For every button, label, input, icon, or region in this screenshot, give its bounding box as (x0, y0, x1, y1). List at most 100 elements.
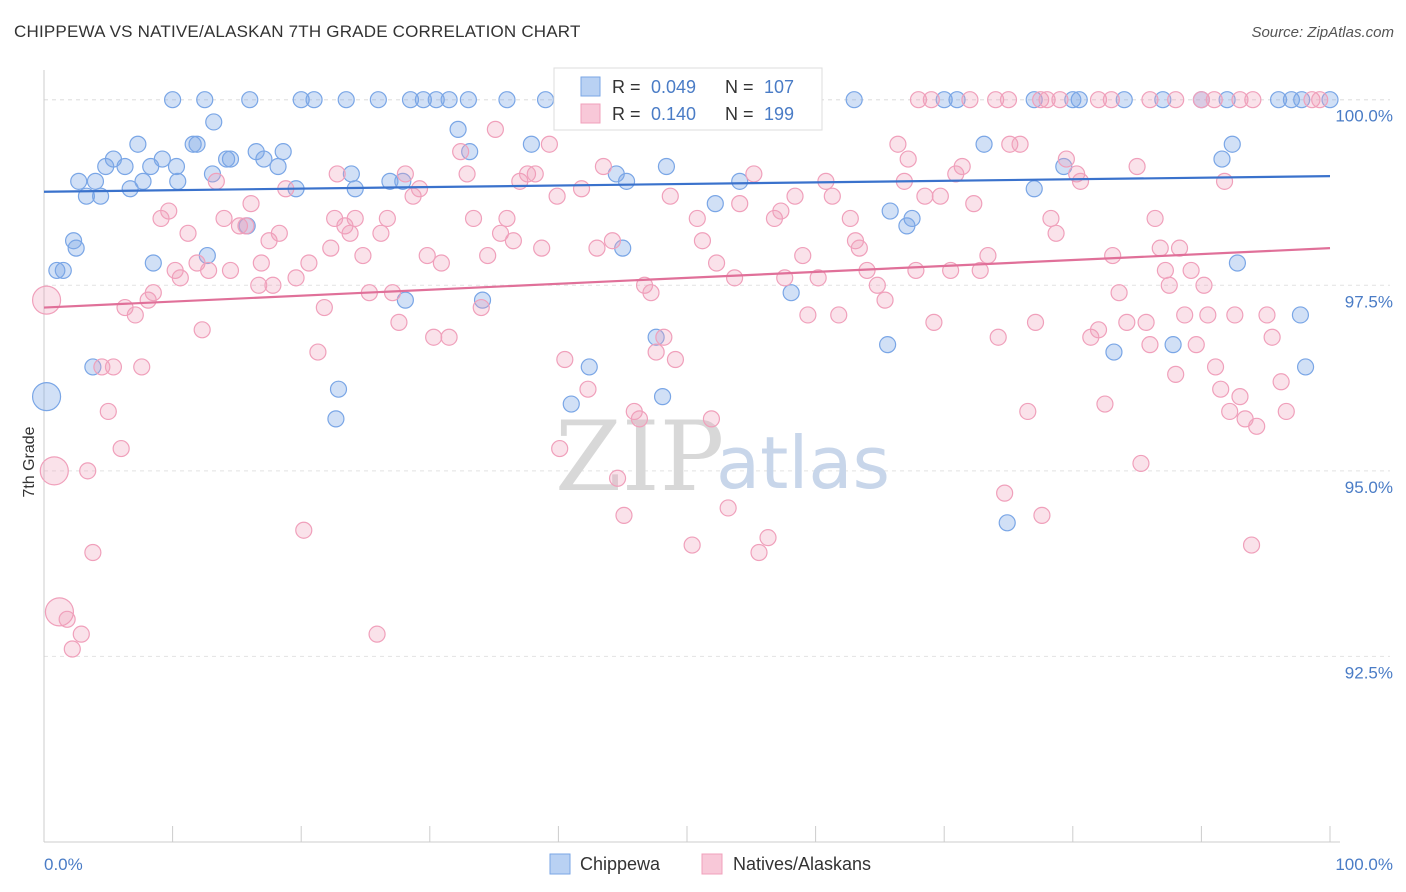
point-chippewa-52 (657, 157, 676, 176)
point-natives-13 (126, 306, 144, 324)
point-natives-34 (264, 276, 282, 294)
point-natives-120 (876, 291, 894, 309)
point-natives-83 (603, 232, 622, 250)
point-chippewa-31 (269, 157, 287, 176)
point-natives-73 (526, 165, 544, 183)
point-natives-152 (1128, 157, 1146, 176)
point-chippewa-55 (782, 284, 800, 302)
point-chippewa-59 (903, 209, 921, 228)
point-natives-68 (491, 224, 510, 242)
point-natives-5 (72, 625, 90, 643)
point-natives-76 (548, 187, 566, 205)
point-chippewa-49 (617, 172, 636, 190)
point-chippewa-14 (129, 135, 147, 153)
point-natives-18 (160, 202, 178, 220)
point-natives-75 (540, 135, 558, 153)
point-natives-157 (1151, 239, 1169, 257)
point-chippewa-38 (381, 172, 399, 190)
point-natives-123 (899, 150, 917, 168)
point-chippewa-2 (54, 261, 72, 280)
point-natives-10 (104, 358, 123, 376)
point-chippewa-46 (580, 358, 598, 376)
point-natives-177 (1263, 328, 1281, 346)
point-chippewa-79 (414, 91, 432, 109)
point-chippewa-97 (1269, 91, 1288, 109)
point-natives-162 (1176, 306, 1194, 324)
point-natives-92 (661, 187, 679, 205)
legend-label-chippewa: Chippewa (580, 854, 661, 874)
bottom-legend: Chippewa Natives/Alaskans (549, 853, 871, 875)
point-chippewa-67 (1223, 135, 1241, 153)
source-credit: Source: ZipAtlas.com (1251, 24, 1394, 41)
point-chippewa-66 (1213, 150, 1231, 168)
point-natives-115 (841, 209, 859, 228)
point-natives-168 (1212, 380, 1230, 398)
point-chippewa-82 (459, 91, 477, 109)
point-natives-64 (464, 209, 483, 228)
point-natives-106 (772, 202, 790, 220)
point-chippewa-76 (337, 91, 355, 109)
point-natives-50 (368, 625, 386, 643)
point-natives-194 (1231, 91, 1249, 109)
point-natives-26 (215, 209, 233, 228)
point-natives-4 (63, 640, 81, 658)
point-natives-130 (953, 157, 971, 176)
point-natives-35 (270, 224, 288, 242)
trend-line-chippewa (43, 175, 1331, 193)
point-chippewa-93 (1115, 91, 1133, 109)
point-natives-165 (1195, 276, 1213, 294)
point-natives-6 (79, 462, 97, 480)
point-natives-70 (504, 232, 522, 250)
point-natives-167 (1206, 358, 1225, 376)
point-chippewa-81 (440, 91, 458, 109)
point-natives-32 (252, 254, 270, 272)
point-natives-48 (354, 246, 372, 265)
point-natives-104 (759, 529, 777, 547)
point-chippewa-51 (653, 388, 672, 406)
point-chippewa-71 (164, 91, 182, 109)
point-natives-3 (58, 610, 76, 628)
point-natives-103 (750, 543, 768, 562)
point-natives-109 (794, 246, 812, 265)
point-natives-133 (979, 246, 997, 265)
point-natives-181 (922, 91, 940, 109)
point-natives-108 (786, 187, 804, 205)
stats-swatch-chippewa (580, 76, 601, 97)
point-natives-145 (1071, 172, 1090, 190)
point-natives-84 (608, 469, 627, 487)
point-chippewa-84 (536, 91, 555, 109)
point-natives-37 (287, 269, 305, 287)
point-chippewa-17 (144, 254, 162, 272)
point-chippewa-68 (1228, 254, 1247, 272)
point-natives-151 (1118, 313, 1136, 331)
point-natives-39 (300, 254, 318, 272)
point-chippewa-21 (184, 135, 202, 153)
point-natives-155 (1141, 336, 1159, 354)
trend-lines (43, 175, 1331, 309)
point-natives-132 (971, 261, 989, 280)
point-natives-189 (1102, 91, 1120, 109)
point-chippewa-25 (205, 113, 223, 131)
point-natives-98 (707, 254, 726, 272)
point-natives-30 (242, 195, 260, 213)
point-natives-96 (693, 232, 712, 250)
point-natives-179 (1277, 402, 1295, 421)
watermark: ZIP atlas (555, 401, 890, 513)
point-natives-63 (458, 165, 476, 183)
stats-r-label-natives: R = (612, 104, 641, 124)
point-chippewa-92 (1070, 91, 1088, 109)
point-natives-187 (1051, 91, 1069, 109)
point-chippewa-74 (292, 91, 310, 109)
point-natives-9 (99, 402, 117, 421)
point-natives-172 (1231, 388, 1249, 406)
point-natives-160 (1167, 365, 1185, 383)
point-natives-185 (1032, 91, 1050, 109)
point-natives-188 (1089, 91, 1108, 109)
point-natives-191 (1167, 91, 1185, 109)
point-chippewa-44 (522, 135, 540, 153)
point-natives-134 (989, 328, 1007, 346)
point-natives-51 (372, 224, 390, 242)
point-natives-143 (1057, 150, 1075, 168)
point-chippewa-30 (255, 150, 273, 168)
point-natives-55 (396, 165, 414, 183)
